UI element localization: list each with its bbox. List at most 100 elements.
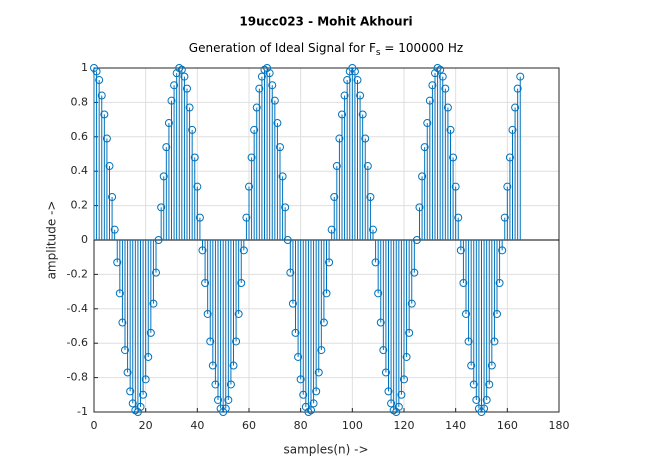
stem-marker <box>296 375 305 384</box>
stems <box>90 64 559 416</box>
stem-marker <box>490 337 499 346</box>
stem-marker <box>283 236 292 244</box>
stem-marker <box>115 289 124 298</box>
stem-marker <box>449 153 458 162</box>
stem-marker <box>123 368 132 377</box>
stem-marker <box>304 408 313 416</box>
stem-marker <box>273 119 282 128</box>
y-tick-label: 0 <box>81 233 88 246</box>
stem-marker <box>211 380 220 389</box>
stem-marker <box>159 172 168 181</box>
stem-marker <box>245 182 253 191</box>
stem-marker <box>472 395 481 404</box>
stem-marker <box>128 399 137 408</box>
y-tick-label: 0.6 <box>71 130 89 143</box>
stem-marker <box>309 399 318 408</box>
stem-marker <box>97 91 106 100</box>
chart-subtitle: Generation of Ideal Signal for Fs = 1000… <box>189 41 463 58</box>
x-tick-label: 60 <box>242 419 256 432</box>
stem-marker <box>319 318 328 327</box>
stem-marker <box>118 318 127 327</box>
stem-marker <box>469 380 478 389</box>
stem-marker <box>487 361 496 370</box>
stem-marker <box>201 279 210 287</box>
stem-marker <box>412 236 421 244</box>
stem-marker <box>214 395 222 404</box>
stem-marker <box>495 279 504 287</box>
stem-marker <box>456 246 465 255</box>
stem-marker <box>428 81 437 90</box>
stem-marker <box>335 134 344 143</box>
stem-marker <box>307 406 315 415</box>
stem-marker <box>255 84 264 93</box>
stem-marker <box>508 125 517 134</box>
stem-marker <box>443 103 452 112</box>
stem-marker <box>242 213 251 222</box>
stem-marker <box>438 72 447 81</box>
stem-marker <box>270 96 279 105</box>
x-tick-label: 0 <box>91 419 98 432</box>
stem-marker <box>167 96 176 105</box>
stem-marker <box>265 69 274 78</box>
stem-marker <box>250 125 259 134</box>
stem-marker <box>410 268 419 277</box>
stem-marker <box>392 408 401 416</box>
x-tick-label: 140 <box>445 419 466 432</box>
stem-marker <box>133 408 142 416</box>
stem-marker <box>446 125 455 134</box>
stem-marker <box>317 346 326 355</box>
stem-marker <box>363 162 372 171</box>
stem-marker <box>208 361 217 370</box>
stem-marker <box>451 182 460 191</box>
y-tick-label: -0.2 <box>67 267 88 280</box>
stem-marker <box>257 72 266 81</box>
x-tick-label: 100 <box>342 419 363 432</box>
stem-marker <box>511 103 520 112</box>
stem-marker <box>485 380 494 389</box>
stem-marker <box>353 76 362 85</box>
stem-marker <box>459 279 468 287</box>
stem-marker <box>294 352 303 361</box>
stem-marker <box>418 172 427 181</box>
subtitle-text: = 100000 Hz <box>381 41 464 55</box>
stem-marker <box>136 402 145 411</box>
stem-marker <box>252 103 261 112</box>
stem-marker <box>366 193 375 201</box>
stem-marker <box>379 346 388 355</box>
stem-marker <box>402 352 411 361</box>
stem-marker <box>139 390 148 399</box>
stem-marker <box>436 65 445 74</box>
stem-marker <box>188 125 197 134</box>
stem-marker <box>152 268 160 277</box>
stem-marker <box>226 380 235 389</box>
x-tick-label: 20 <box>139 419 153 432</box>
stem-marker <box>480 404 489 413</box>
stem-marker <box>232 337 241 346</box>
stem-marker <box>190 153 199 162</box>
stem-marker <box>144 352 153 361</box>
stem-marker <box>394 402 403 411</box>
stem-marker <box>234 309 243 318</box>
stem-marker <box>498 246 507 255</box>
stem-marker <box>110 225 119 234</box>
stem-marker <box>177 65 186 74</box>
stem-marker <box>247 153 256 162</box>
stem-marker <box>312 387 321 396</box>
stem-marker <box>229 361 238 370</box>
stem-marker <box>157 203 166 212</box>
stem-marker <box>92 67 101 76</box>
stem-marker <box>121 346 129 355</box>
stem-marker <box>105 162 114 171</box>
stem-marker <box>503 182 512 191</box>
stem-marker <box>146 328 155 337</box>
stem-marker <box>108 193 117 201</box>
stem-marker <box>183 84 191 93</box>
stem-marker <box>95 76 104 85</box>
x-tick-label: 180 <box>549 419 570 432</box>
y-tick-label: -1 <box>77 405 88 418</box>
stem-marker <box>405 328 414 337</box>
stem-marker <box>415 203 424 212</box>
stem-marker <box>420 143 429 152</box>
